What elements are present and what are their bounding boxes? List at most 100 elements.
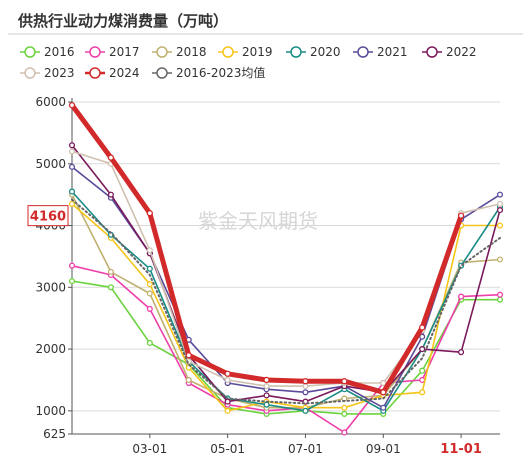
series-line: [71, 190, 501, 412]
x-tick-label: 09-01: [366, 442, 401, 456]
y-tick-label: 6000: [35, 95, 66, 109]
data-point: [419, 333, 426, 340]
legend-item-2016-2023均值: 2016-2023均值: [152, 65, 265, 80]
data-point: [457, 212, 465, 219]
data-point: [496, 191, 504, 198]
data-point: [146, 247, 153, 254]
data-point: [263, 392, 270, 399]
data-point: [419, 367, 426, 374]
data-point: [496, 296, 504, 303]
data-point: [68, 200, 76, 207]
data-point: [341, 404, 348, 411]
data-point: [185, 376, 192, 384]
series-2024: [68, 101, 465, 396]
data-point: [458, 349, 465, 356]
y-axis: 625100020003000400050006000: [35, 95, 73, 441]
highlight-badge: 4160: [27, 205, 69, 227]
data-point: [496, 200, 504, 207]
legend-item-2016: 2016: [20, 45, 75, 59]
series-line: [71, 198, 501, 405]
data-point: [68, 148, 76, 155]
legend-item-2019: 2019: [218, 45, 273, 59]
legend-swatch-marker: [357, 46, 369, 58]
legend-swatch-marker: [89, 46, 101, 58]
x-tick-label: 05-01: [210, 442, 245, 456]
legend-swatch-marker: [222, 46, 234, 58]
legend-swatch-marker: [24, 46, 36, 58]
legend-label: 2019: [242, 45, 273, 59]
legend-swatch-marker: [426, 46, 438, 58]
data-point: [496, 256, 504, 263]
data-point: [341, 378, 348, 385]
series-2022: [68, 142, 504, 405]
data-point: [263, 383, 270, 390]
highlight-badge-value: 4160: [30, 210, 66, 225]
data-point: [68, 262, 76, 269]
data-point: [224, 370, 231, 377]
data-point: [146, 210, 153, 217]
legend-swatch-marker: [290, 46, 302, 58]
series-2016-2023均值: [71, 198, 501, 405]
data-point: [224, 407, 231, 414]
data-point: [107, 154, 115, 161]
data-point: [419, 376, 426, 384]
series-2023: [68, 148, 504, 390]
legend-label: 2021: [377, 45, 408, 59]
legend-item-2017: 2017: [85, 45, 140, 59]
legend-swatch-marker: [156, 67, 168, 79]
data-point: [302, 389, 309, 396]
legend-label: 2023: [44, 66, 75, 80]
legend-item-2018: 2018: [152, 45, 207, 59]
series-line: [71, 144, 501, 403]
data-point: [419, 346, 426, 353]
y-tick-label: 3000: [35, 280, 66, 294]
data-point: [68, 278, 76, 285]
data-point: [107, 284, 114, 291]
data-point: [185, 352, 192, 359]
x-tick-label: 03-01: [132, 442, 167, 456]
data-point: [68, 188, 76, 195]
data-point: [302, 407, 309, 414]
data-point: [146, 281, 153, 288]
data-point: [380, 379, 387, 387]
legend-item-2021: 2021: [353, 45, 408, 59]
legend-label: 2016: [44, 45, 75, 59]
legend-swatch-marker: [24, 67, 36, 79]
legend-label: 2016-2023均值: [176, 65, 265, 80]
legend-label: 2024: [109, 66, 140, 80]
data-point: [496, 291, 504, 298]
chart-title: 供热行业动力煤消费量（万吨）: [17, 12, 228, 30]
data-point: [419, 389, 426, 396]
data-point: [146, 290, 153, 297]
y-tick-label: 2000: [35, 342, 66, 356]
x-axis: 03-01 05-01 07-01 09-01 11-01: [72, 433, 500, 457]
legend-swatch-marker: [89, 67, 101, 79]
data-point: [68, 142, 76, 149]
data-point: [496, 222, 504, 229]
data-point: [68, 101, 76, 109]
data-point: [146, 265, 153, 272]
series-line: [71, 280, 501, 415]
y-tick-label: 5000: [35, 157, 66, 171]
legend-item-2023: 2023: [20, 66, 75, 80]
y-tick-label: 625: [43, 427, 66, 441]
data-point: [419, 324, 426, 331]
data-point: [496, 207, 504, 214]
data-point: [302, 378, 309, 385]
legend-label: 2018: [176, 45, 207, 59]
highlight-badge-box: [27, 205, 69, 227]
x-tick-label: 07-01: [288, 442, 323, 456]
data-point: [263, 401, 270, 408]
legend-label: 2022: [446, 45, 477, 59]
legend-label: 2017: [109, 45, 140, 59]
legend-swatch-marker: [156, 46, 168, 58]
data-point: [107, 268, 114, 275]
legend-label: 2020: [310, 45, 341, 59]
data-point: [380, 404, 387, 411]
data-point: [263, 376, 270, 384]
legend-item-2024: 2024: [85, 66, 140, 80]
watermark: 紫金天风期货: [198, 209, 318, 233]
data-point: [302, 383, 309, 390]
data-point: [146, 305, 153, 312]
